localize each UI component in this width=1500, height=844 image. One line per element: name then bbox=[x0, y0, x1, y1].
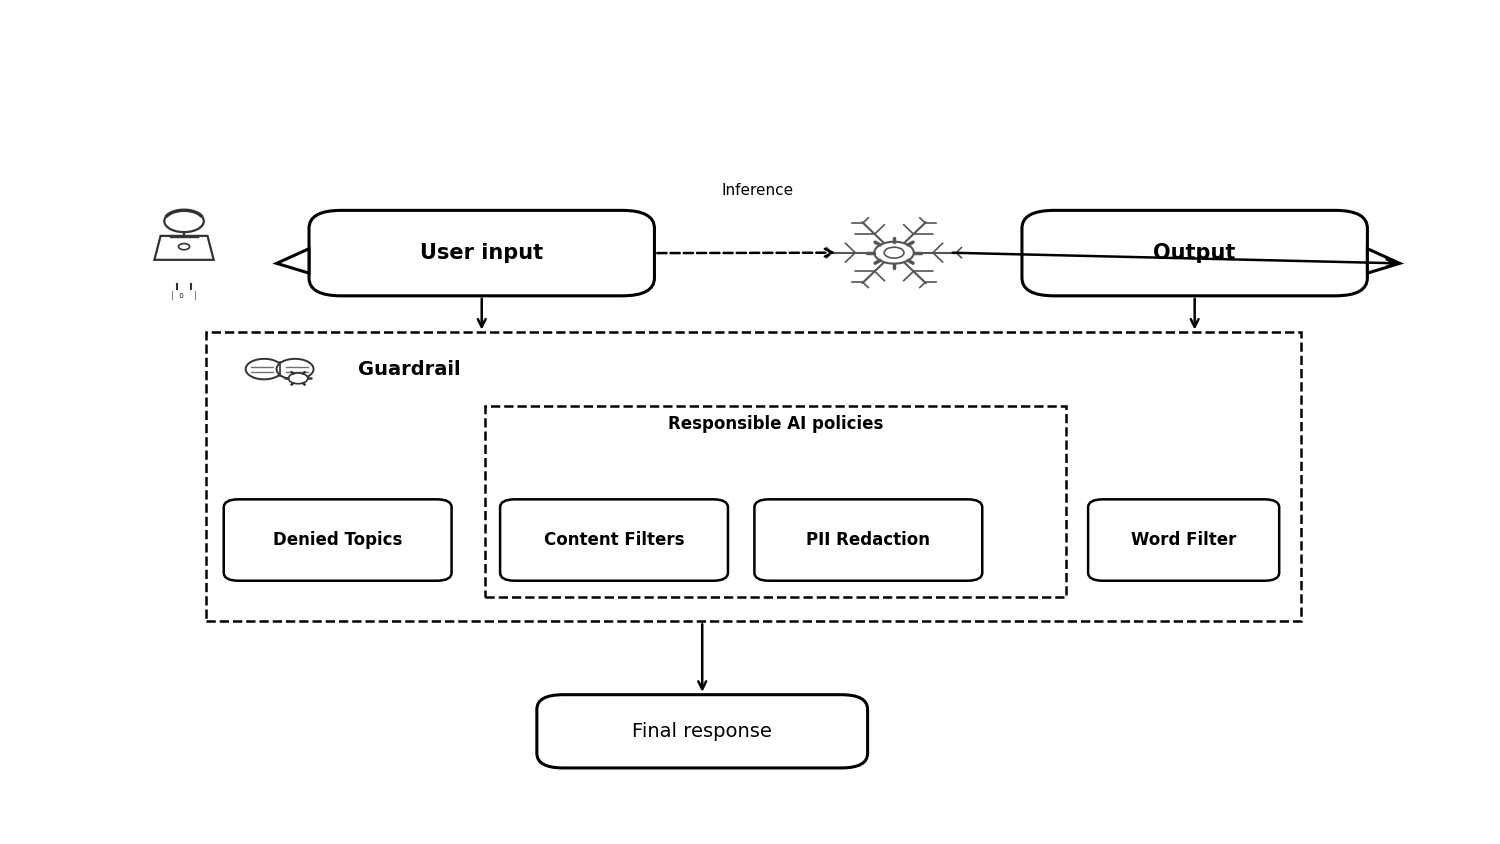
Text: User input: User input bbox=[420, 243, 543, 263]
Circle shape bbox=[178, 244, 189, 250]
Circle shape bbox=[246, 359, 282, 379]
Polygon shape bbox=[1368, 249, 1400, 273]
Text: Responsible AI policies: Responsible AI policies bbox=[668, 414, 884, 433]
FancyBboxPatch shape bbox=[500, 500, 728, 581]
FancyBboxPatch shape bbox=[224, 500, 452, 581]
FancyBboxPatch shape bbox=[754, 500, 982, 581]
Text: Word Filter: Word Filter bbox=[1131, 531, 1236, 549]
Text: | o  |: | o | bbox=[170, 291, 198, 300]
Text: Guardrail: Guardrail bbox=[357, 360, 460, 379]
Text: Content Filters: Content Filters bbox=[544, 531, 684, 549]
Bar bbox=[206, 333, 1300, 621]
FancyBboxPatch shape bbox=[309, 210, 654, 296]
Text: Denied Topics: Denied Topics bbox=[273, 531, 402, 549]
Circle shape bbox=[874, 241, 914, 263]
Polygon shape bbox=[276, 249, 309, 273]
Polygon shape bbox=[154, 235, 213, 260]
Circle shape bbox=[288, 373, 308, 384]
Text: Output: Output bbox=[1154, 243, 1236, 263]
FancyBboxPatch shape bbox=[1022, 210, 1368, 296]
Circle shape bbox=[884, 247, 904, 258]
FancyBboxPatch shape bbox=[537, 695, 867, 768]
Circle shape bbox=[276, 359, 314, 379]
Circle shape bbox=[165, 210, 204, 232]
Text: Final response: Final response bbox=[633, 722, 772, 741]
Text: Inference: Inference bbox=[722, 182, 794, 197]
FancyBboxPatch shape bbox=[1088, 500, 1280, 581]
Text: PII Redaction: PII Redaction bbox=[807, 531, 930, 549]
Bar bbox=[486, 406, 1066, 597]
